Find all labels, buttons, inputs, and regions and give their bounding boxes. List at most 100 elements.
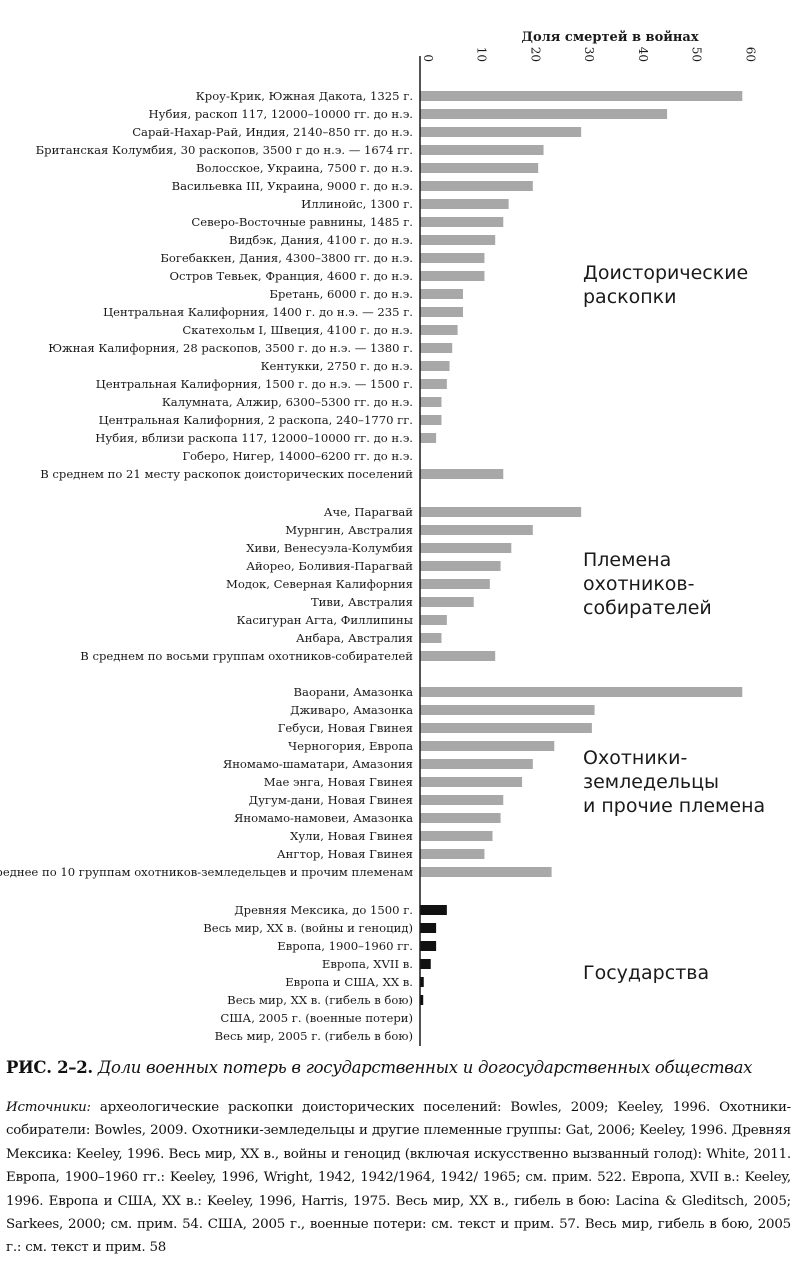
- bar: [420, 705, 595, 715]
- bar: [420, 145, 544, 155]
- group-label: Государства: [583, 962, 709, 984]
- bar: [420, 995, 424, 1005]
- category-label: Весь мир, XX в. (гибель в бою): [227, 993, 413, 1007]
- bar: [420, 867, 552, 877]
- bar: [420, 199, 509, 209]
- bar: [420, 923, 437, 933]
- bar: [420, 759, 533, 769]
- bar: [420, 597, 474, 607]
- bar: [420, 397, 442, 407]
- category-label: Васильевка III, Украина, 9000 г. до н.э.: [172, 179, 413, 193]
- category-label: Мурнгин, Австралия: [285, 523, 413, 537]
- category-label: Европа, 1900–1960 гг.: [277, 939, 413, 953]
- bar: [420, 217, 504, 227]
- category-label: Нубия, вблизи раскопа 117, 12000–10000 г…: [95, 431, 413, 445]
- x-tick-label: 30: [582, 47, 596, 62]
- bar: [420, 469, 504, 479]
- x-tick-label: 10: [475, 47, 489, 62]
- bar: [420, 307, 463, 317]
- category-label: Видбэк, Дания, 4100 г. до н.э.: [229, 233, 413, 247]
- bar: [420, 181, 533, 191]
- bar: [420, 325, 458, 335]
- category-label: Гебуси, Новая Гвинея: [278, 721, 413, 735]
- category-label: Аче, Парагвай: [324, 505, 414, 519]
- group-label: раскопки: [583, 286, 677, 308]
- category-label: Кентукки, 2750 г. до н.э.: [261, 359, 413, 373]
- bar: [420, 651, 496, 661]
- bar: [420, 343, 453, 353]
- category-label: Нубия, раскоп 117, 12000–10000 гг. до н.…: [149, 107, 413, 121]
- sources-label: Источники:: [6, 1100, 91, 1115]
- bar: [420, 253, 485, 263]
- category-label: Центральная Калифорния, 1400 г. до н.э. …: [103, 305, 413, 319]
- bar: [420, 525, 533, 535]
- bar: [420, 795, 504, 805]
- category-label: Яномамо-намовеи, Амазонка: [234, 811, 413, 825]
- group-label: собирателей: [583, 597, 712, 619]
- bar: [420, 379, 447, 389]
- x-tick-label: 0: [421, 54, 435, 62]
- category-label: Богебаккен, Дания, 4300–3800 гг. до н.э.: [160, 251, 413, 265]
- group-label: Племена: [583, 549, 671, 571]
- category-label: Яномамо-шаматари, Амазония: [223, 757, 413, 771]
- category-label: Айорео, Боливия-Парагвай: [246, 559, 413, 573]
- category-label: Черногория, Европа: [288, 739, 413, 753]
- bar: [420, 507, 582, 517]
- bar: [420, 289, 463, 299]
- chart-title: Доля смертей в войнах: [521, 30, 698, 45]
- bar: [420, 849, 485, 859]
- bar: [420, 777, 523, 787]
- group-label: охотников-: [583, 573, 695, 595]
- bar: [420, 831, 493, 841]
- category-label: Мае энга, Новая Гвинея: [264, 775, 413, 789]
- bar: [420, 361, 450, 371]
- bar: [420, 415, 442, 425]
- category-label: Древняя Мексика, до 1500 г.: [234, 903, 413, 917]
- category-label: Дживаро, Амазонка: [290, 703, 413, 717]
- group-label: Охотники-: [583, 747, 687, 769]
- category-label: Весь мир, XX в. (войны и геноцид): [203, 921, 413, 935]
- bar: [420, 271, 485, 281]
- bar: [420, 633, 442, 643]
- category-label: Весь мир, 2005 г. (гибель в бою): [215, 1029, 413, 1043]
- x-axis-ticks: 010203040506070: [421, 47, 757, 62]
- figure-caption: РИС. 2–2. Доли военных потерь в государс…: [6, 1058, 791, 1077]
- category-label: Тиви, Австралия: [311, 595, 413, 609]
- category-label: Остров Тевьек, Франция, 4600 г. до н.э.: [169, 269, 413, 283]
- category-label: Скатехольм I, Швеция, 4100 г. до н.э.: [182, 323, 413, 337]
- category-label: Гоберо, Нигер, 14000–6200 гг. до н.э.: [182, 449, 413, 463]
- bar: [420, 687, 743, 697]
- category-labels: Кроу-Крик, Южная Дакота, 1325 г. Нубия, р…: [0, 89, 413, 1043]
- category-label: Калумната, Алжир, 6300–5300 гг. до н.э.: [162, 395, 413, 409]
- group-label: и прочие племена: [583, 795, 765, 817]
- category-label: Британская Колумбия, 30 раскопов, 3500 г…: [36, 143, 413, 157]
- bar: [420, 543, 512, 553]
- bar: [420, 813, 501, 823]
- bar: [420, 109, 668, 119]
- category-label: Европа, XVII в.: [322, 957, 413, 971]
- category-label: Касигуран Агта, Филлипины: [236, 613, 413, 627]
- bar: [420, 959, 431, 969]
- group-label: земледельцы: [583, 771, 719, 793]
- category-label: Хиви, Венесуэла-Колумбия: [246, 541, 413, 555]
- category-label: Дугум-дани, Новая Гвинея: [249, 793, 413, 807]
- x-tick-label: 50: [690, 47, 704, 62]
- category-label: Южная Калифорния, 28 раскопов, 3500 г. д…: [48, 341, 413, 355]
- sources-text: археологические раскопки доисторических …: [6, 1100, 791, 1256]
- category-label: Центральная Калифорния, 1500 г. до н.э. …: [96, 377, 413, 391]
- bar: [420, 615, 447, 625]
- bar: [420, 433, 437, 443]
- category-label: Среднее по 10 группам охотников-земледел…: [0, 865, 413, 879]
- bar: [420, 905, 447, 915]
- category-label: Иллинойс, 1300 г.: [301, 197, 413, 211]
- bar: [420, 561, 501, 571]
- category-label: Ваорани, Амазонка: [294, 685, 414, 699]
- category-label: Кроу-Крик, Южная Дакота, 1325 г.: [196, 89, 413, 103]
- figure-caption-text: Доли военных потерь в государственных и …: [97, 1058, 753, 1077]
- bar: [420, 127, 582, 137]
- bar: [420, 579, 490, 589]
- category-label: Северо-Восточные равнины, 1485 г.: [191, 215, 413, 229]
- category-label: Модок, Северная Калифорния: [226, 577, 413, 591]
- bar: [420, 741, 555, 751]
